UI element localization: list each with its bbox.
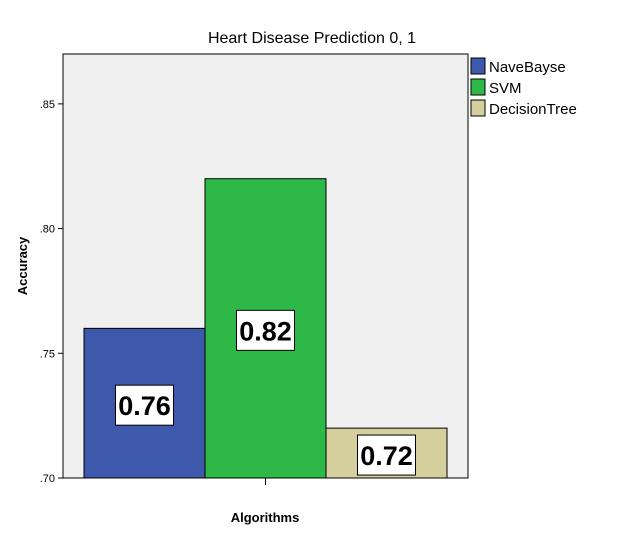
y-axis-label: Accuracy (15, 236, 30, 295)
data-label: 0.76 (118, 391, 171, 421)
legend: NaveBayse SVM DecisionTree (470, 57, 577, 118)
data-label: 0.82 (239, 316, 292, 346)
legend-swatch-decisiontree (470, 99, 486, 117)
bars-group: 0.76 0.82 0.72 (83, 178, 448, 479)
chart-title: Heart Disease Prediction 0, 1 (208, 30, 416, 47)
legend-label-decisiontree: DecisionTree (489, 101, 577, 118)
y-tick-label: .75 (40, 348, 55, 360)
y-tick-label: .85 (40, 99, 55, 111)
x-axis-label: Algorithms (231, 510, 300, 525)
legend-swatch-navebayse (470, 57, 486, 75)
data-label-box (236, 309, 295, 351)
legend-label-navebayse: NaveBayse (489, 59, 566, 76)
legend-swatch-svm (470, 78, 486, 96)
y-tick-label: .70 (40, 473, 55, 485)
data-label-box (115, 384, 174, 426)
data-label: 0.72 (360, 441, 413, 471)
data-label-box (357, 434, 416, 476)
y-axis: .70 .75 .80 .85 (40, 99, 63, 485)
legend-label-svm: SVM (489, 80, 522, 97)
y-tick-label: .80 (40, 224, 55, 236)
